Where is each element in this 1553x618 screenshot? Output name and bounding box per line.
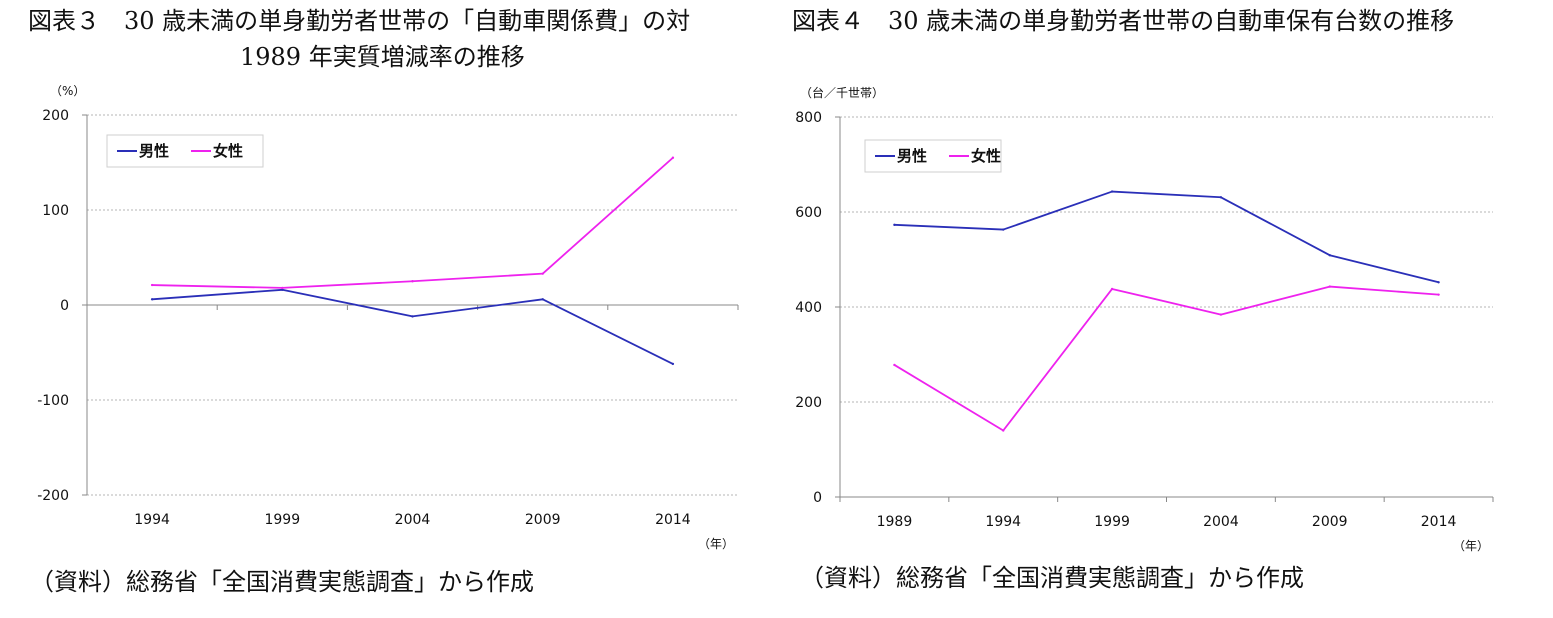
data-point: [150, 283, 154, 287]
legend-label: 男性: [139, 142, 169, 160]
x-tick-label: 2009: [525, 512, 561, 528]
x-tick-label: 1999: [264, 512, 300, 528]
data-point: [281, 286, 284, 290]
x-tick-label: 2009: [1312, 514, 1348, 530]
y-axis-unit-label: （台／千世帯）: [800, 85, 884, 100]
figure-4-source: （資料）総務省「全国消費実態調査」から作成: [800, 564, 1304, 592]
data-point: [1110, 190, 1114, 193]
figure-3-panel: 図表３ 30 歳未満の単身勤労者世帯の「自動車関係費」の対 1989 年実質増減…: [0, 0, 770, 618]
figure-3-chart: 200 100 0 -100 -200 1994 1999 2004 2009 2014 （%） （年…: [37, 84, 739, 551]
x-tick-label: 2014: [1421, 514, 1457, 530]
data-point: [1437, 293, 1440, 296]
figure-3-title-line2: 1989 年実質増減率の推移: [240, 43, 525, 71]
series-line-male: [894, 190, 1439, 284]
figure-3-title-line1: 図表３ 30 歳未満の単身勤労者世帯の「自動車関係費」の対: [28, 7, 691, 35]
y-tick-label: 0: [813, 490, 822, 506]
data-point: [1002, 429, 1005, 432]
x-tick-label: 1999: [1094, 514, 1130, 530]
y-tick-label: 100: [42, 203, 69, 219]
series-line-male: [152, 288, 674, 365]
y-tick-label: 200: [795, 395, 822, 411]
x-tick-label: 2014: [655, 512, 691, 528]
data-point: [671, 362, 675, 366]
y-tick-label: 400: [795, 300, 822, 316]
figure-4-panel: 図表４ 30 歳未満の単身勤労者世帯の自動車保有台数の推移 800 600 400 2…: [780, 0, 1553, 618]
x-tick-label: 2004: [1203, 514, 1239, 530]
data-point: [1219, 196, 1223, 199]
data-point: [1219, 313, 1223, 316]
legend-label: 女性: [971, 147, 1001, 165]
figure-4-title-line1: 図表４ 30 歳未満の単身勤労者世帯の自動車保有台数の推移: [792, 7, 1455, 35]
data-point: [1328, 285, 1331, 288]
legend-label: 女性: [213, 142, 243, 160]
y-tick-label: 200: [42, 108, 69, 124]
data-point: [1437, 281, 1440, 284]
y-axis-unit-label: （%）: [50, 84, 85, 98]
figure-4-chart: 800 600 400 200 0 1989 1994 1999 2004 2009 2014 （台／…: [795, 85, 1494, 553]
x-tick-label: 1994: [985, 514, 1021, 530]
data-point: [1002, 228, 1005, 231]
x-tick-label: 2004: [395, 512, 431, 528]
figure-3-source: （資料）総務省「全国消費実態調査」から作成: [30, 568, 534, 596]
data-point: [541, 298, 544, 301]
x-tick-label: 1994: [134, 512, 170, 528]
series-line-female: [893, 285, 1439, 432]
data-point: [1110, 287, 1114, 291]
data-point: [1328, 254, 1331, 257]
data-point: [150, 298, 154, 301]
series-line-female: [152, 157, 674, 289]
y-tick-label: 600: [795, 205, 822, 221]
data-point: [893, 223, 896, 227]
data-point: [541, 272, 544, 275]
y-tick-label: 800: [795, 110, 822, 126]
data-point: [281, 288, 284, 291]
y-tick-label: 0: [60, 298, 69, 314]
y-tick-label: -100: [37, 393, 69, 409]
x-axis-unit-label: （年）: [1453, 539, 1489, 553]
legend-label: 男性: [897, 147, 927, 165]
data-point: [671, 156, 675, 159]
x-axis-unit-label: （年）: [698, 537, 734, 551]
x-tick-label: 1989: [877, 514, 913, 530]
data-point: [411, 315, 414, 318]
data-point: [411, 280, 414, 283]
data-point: [893, 363, 896, 367]
y-tick-label: -200: [37, 488, 69, 504]
